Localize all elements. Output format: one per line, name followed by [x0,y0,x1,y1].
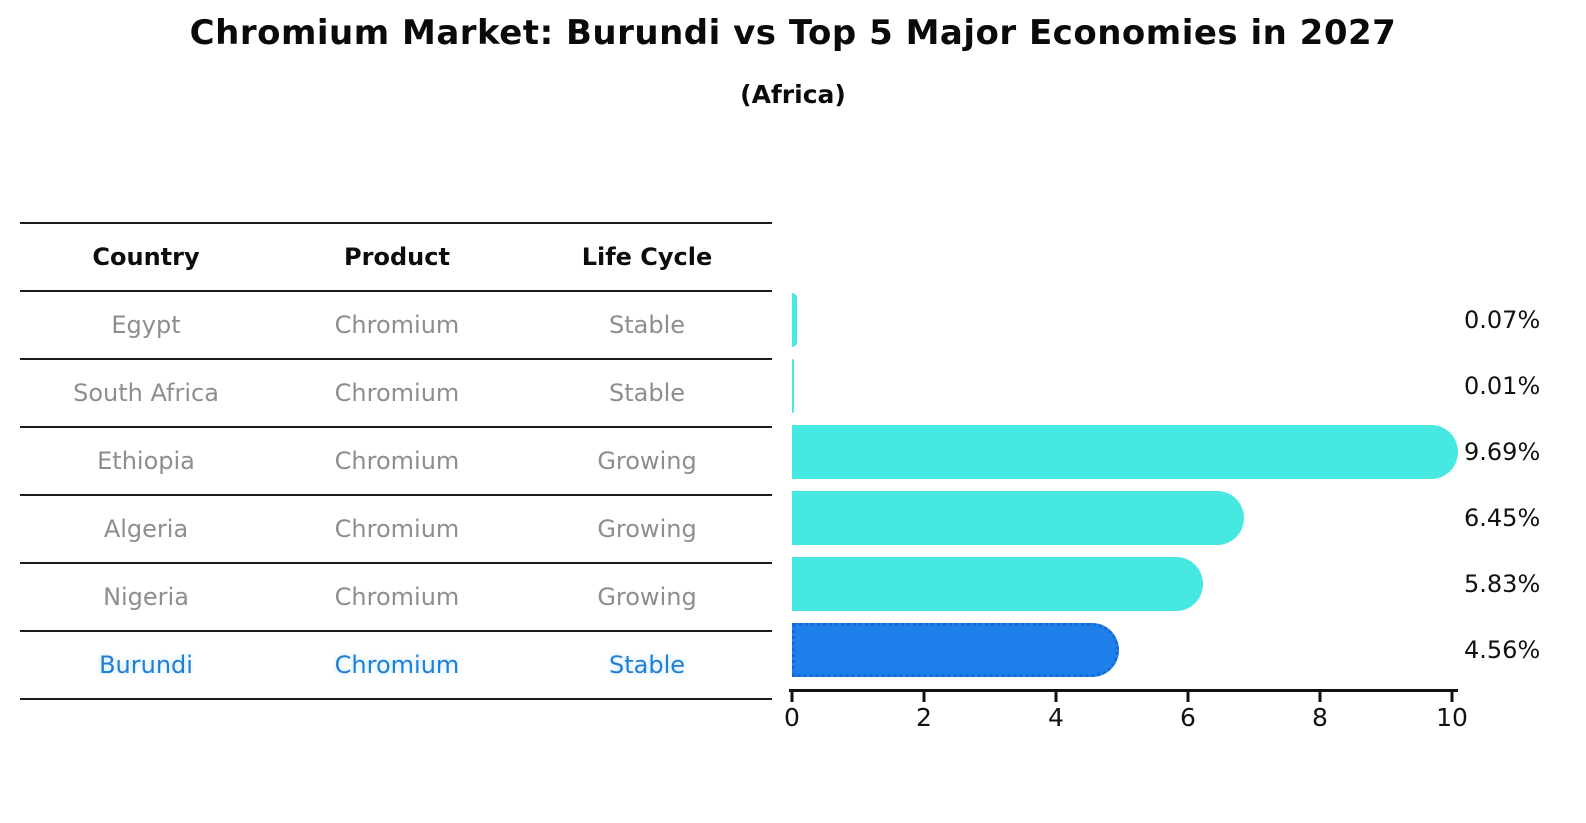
table-row-nigeria: Nigeria Chromium Growing [20,562,772,630]
table-cell-country: Burundi [99,650,193,679]
bar-row-burundi: 4.56% [792,617,1586,683]
table-cell-product: Chromium [334,582,460,611]
table-cell-life-cycle: Growing [597,446,697,475]
table-row-south-africa: South Africa Chromium Stable [20,358,772,426]
table-cell-life-cycle: Growing [597,582,697,611]
page-subtitle: (Africa) [740,80,846,109]
table-row-algeria: Algeria Chromium Growing [20,494,772,562]
table-cell-life-cycle: Stable [608,310,686,339]
table-cell-product: Chromium [334,446,460,475]
x-axis-line [789,689,1458,692]
table-header-row: Country Product Life Cycle [20,222,772,290]
table-header-country: Country [92,242,200,271]
page-title: Chromium Market: Burundi vs Top 5 Major … [189,13,1397,53]
bar-value-label: 5.83% [1464,570,1541,598]
bar-value-label: 6.45% [1464,504,1541,532]
table-row-egypt: Egypt Chromium Stable [20,290,772,358]
table-cell-life-cycle: Growing [597,514,697,543]
x-axis-tick [1054,692,1058,702]
table-body: Egypt Chromium Stable South Africa Chrom… [20,290,772,698]
bar-row-south-africa: 0.01% [792,353,1586,419]
table-row-burundi: Burundi Chromium Stable [20,630,772,698]
x-axis-tick [1186,692,1190,702]
bar-egypt [792,293,797,347]
table-cell-product: Chromium [334,514,460,543]
table-cell-country: South Africa [73,378,219,407]
bar-row-algeria: 6.45% [792,485,1586,551]
table-cell-country: Ethiopia [97,446,195,475]
bar-nigeria [792,557,1203,611]
table-cell-life-cycle: Stable [608,378,686,407]
bar-row-nigeria: 5.83% [792,551,1586,617]
bar-row-ethiopia: 9.69% [792,419,1586,485]
x-axis-tick [790,692,794,702]
bar-burundi [792,623,1119,677]
table-cell-life-cycle: Stable [608,650,686,679]
bar-row-egypt: 0.07% [792,287,1586,353]
x-axis-tick-label: 10 [1436,703,1468,732]
table-cell-product: Chromium [334,310,460,339]
bar-chart-area: 0.07% 0.01% 9.69% 6.45% 5.83% 4.56% [792,287,1586,683]
table-bottom-rule [20,698,772,700]
bar-value-label: 0.01% [1464,372,1541,400]
x-axis-tick [1318,692,1322,702]
bar-value-label: 0.07% [1464,306,1541,334]
table-cell-country: Nigeria [103,582,189,611]
x-axis-tick [922,692,926,702]
table-row-ethiopia: Ethiopia Chromium Growing [20,426,772,494]
bar-value-label: 4.56% [1464,636,1541,664]
table-cell-product: Chromium [334,378,460,407]
table-cell-country: Egypt [111,310,181,339]
x-axis-tick [1450,692,1454,702]
table-header-life-cycle: Life Cycle [581,242,713,271]
x-axis-tick-label: 4 [1048,703,1064,732]
bar-value-label: 9.69% [1464,438,1541,466]
table-cell-product: Chromium [334,650,460,679]
bar-algeria [792,491,1244,545]
bar-south-africa [792,359,794,413]
country-table: Country Product Life Cycle Egypt Chromiu… [20,222,772,700]
table-header-product: Product [344,242,450,271]
x-axis-tick-label: 0 [784,703,800,732]
table-cell-country: Algeria [103,514,189,543]
x-axis-tick-label: 6 [1180,703,1196,732]
bar-ethiopia [792,425,1458,479]
x-axis-tick-label: 8 [1312,703,1328,732]
x-axis-tick-label: 2 [916,703,932,732]
